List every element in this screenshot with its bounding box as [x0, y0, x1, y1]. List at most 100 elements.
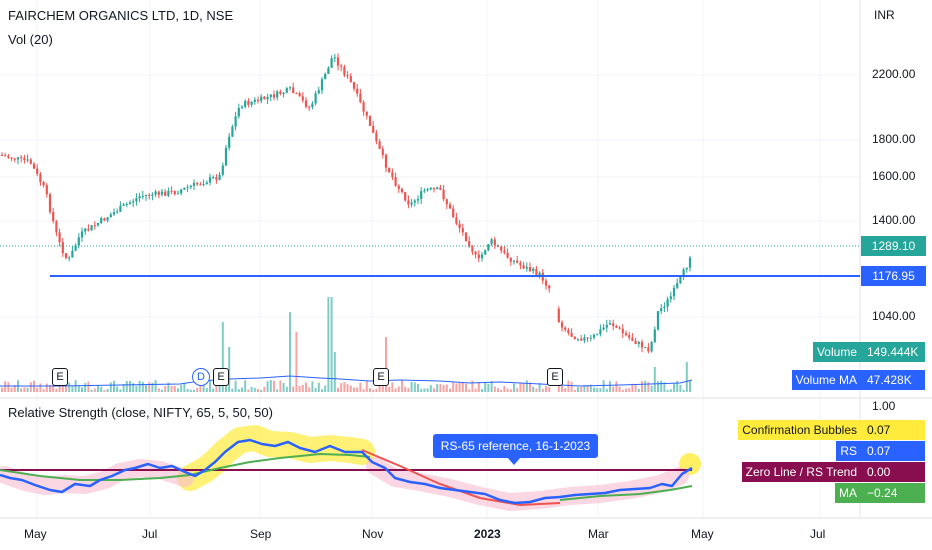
volume-bar [215, 382, 218, 392]
earnings-marker[interactable]: E [547, 368, 563, 386]
volume-bar [276, 389, 279, 392]
volume-bar [26, 387, 29, 392]
bubbles-legend-name: Confirmation Bubbles [738, 420, 861, 440]
candle-body [173, 191, 176, 195]
volume-bar [564, 388, 567, 392]
candle-body [266, 97, 269, 100]
candle-body [100, 218, 103, 223]
earnings-marker[interactable]: E [373, 368, 389, 386]
volume-bar [250, 386, 253, 392]
candle-body [10, 157, 13, 159]
candle-body [394, 177, 397, 186]
candle-body [151, 194, 154, 196]
candle-body [487, 243, 490, 251]
candle-body [583, 337, 586, 341]
volume-bar [378, 385, 381, 392]
earnings-marker[interactable]: E [52, 368, 68, 386]
volume-indicator-title[interactable]: Vol (20) [8, 32, 53, 47]
volume-bar [682, 389, 685, 392]
candle-body [400, 188, 404, 193]
candle-body [23, 157, 26, 161]
candle-body [628, 335, 631, 338]
volume-bar [618, 386, 621, 392]
rs-legend-value: 0.07 [861, 441, 925, 461]
volume-bar [529, 382, 531, 392]
candle-body [157, 191, 160, 195]
candle-body [183, 187, 186, 190]
earnings-marker[interactable]: E [213, 368, 229, 386]
volume-bar [647, 382, 650, 392]
volume-bar [324, 385, 327, 392]
candle-body [500, 246, 503, 251]
volume-bar [247, 389, 250, 392]
candle-body [272, 94, 276, 98]
candle-body [461, 228, 464, 233]
time-tick-2023: 2023 [474, 527, 501, 541]
candle-body [448, 204, 452, 209]
volume-bar [477, 381, 480, 392]
volume-bar [10, 387, 13, 392]
candle-body [167, 190, 170, 196]
ma-legend-name: MA [835, 483, 861, 503]
candle-body [557, 308, 560, 323]
candle-body [592, 334, 596, 338]
price-tick-1040: 1040.00 [872, 309, 916, 323]
candle-body [125, 203, 128, 205]
volume-bar [474, 388, 477, 392]
candle-body [349, 76, 352, 83]
volume-bar [468, 389, 471, 392]
volume-bar [625, 388, 627, 392]
candle-body [80, 231, 84, 238]
candle-body [138, 196, 141, 199]
volume-bar [519, 382, 522, 392]
candle-body [231, 126, 234, 137]
rs-indicator-title[interactable]: Relative Strength (close, NIFTY, 65, 5, … [8, 405, 273, 420]
candle-body [679, 276, 682, 284]
volume-bar [186, 388, 189, 392]
volume-bar [503, 385, 506, 392]
candle-body [0, 155, 4, 156]
volume-bar [605, 388, 608, 392]
volume-bar [301, 384, 304, 392]
volume-bar [455, 383, 458, 392]
volume-bar [20, 388, 23, 392]
volume-bar [599, 388, 602, 392]
volume-bar [13, 385, 16, 392]
candle-body [103, 218, 106, 221]
candle-body [589, 337, 592, 339]
volume-bar [407, 387, 410, 392]
candle-body [304, 100, 308, 107]
volume-bar [612, 386, 615, 392]
candle-body [170, 190, 173, 192]
candle-body [93, 225, 96, 227]
volume-bar [689, 380, 691, 392]
volume-bar [119, 389, 122, 392]
volume-bar [669, 389, 672, 392]
candle-body [32, 163, 36, 169]
volume-bar [221, 322, 224, 392]
candle-body [682, 269, 685, 277]
candle-body [656, 311, 660, 330]
candle-body [234, 116, 237, 127]
volume-bar [295, 332, 298, 392]
volume-bar [404, 386, 407, 392]
candle-body [503, 250, 506, 253]
candle-body [653, 329, 656, 343]
volume-bar [679, 384, 682, 392]
candle-body [90, 225, 93, 231]
volume-bar [359, 382, 362, 392]
volume-bar [212, 388, 215, 392]
volume-bar [138, 380, 141, 392]
candle-body [509, 257, 512, 262]
candle-body [301, 96, 304, 101]
volume-bar [631, 383, 634, 392]
dividend-marker[interactable]: D [192, 368, 210, 386]
volume-bar [484, 381, 487, 392]
candle-body [640, 342, 644, 348]
rs-reference-callout[interactable]: RS-65 reference, 16-1-2023 [433, 434, 598, 458]
volume-bar [23, 387, 26, 392]
volume-bar [151, 382, 154, 392]
candle-body [52, 211, 55, 222]
volume-bar [439, 383, 442, 392]
